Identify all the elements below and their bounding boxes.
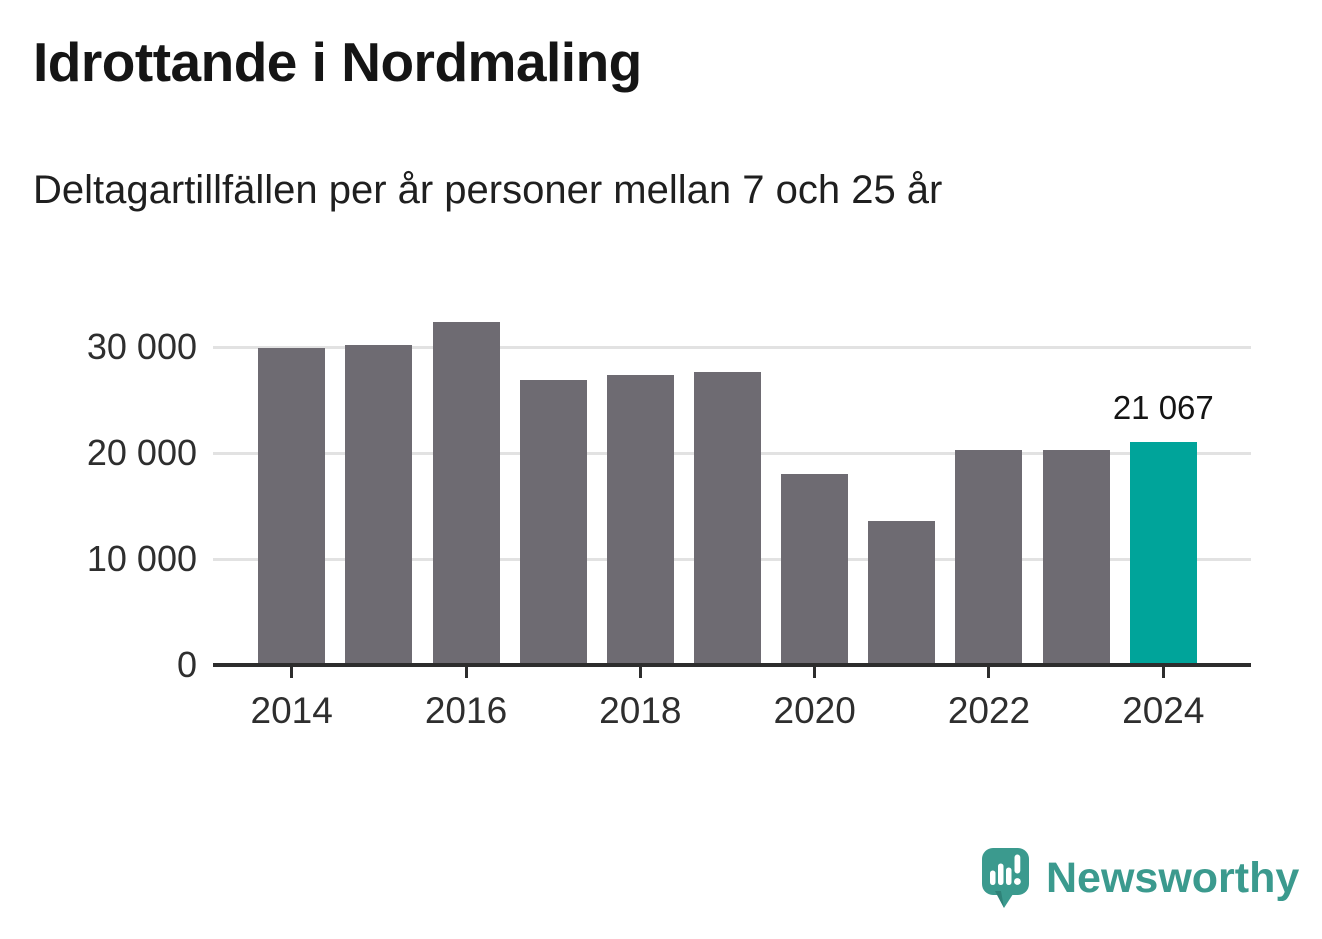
x-axis-label-2020: 2020: [773, 690, 856, 731]
logo-bar-1: [990, 870, 996, 885]
x-tick-2020: [813, 667, 817, 678]
bar-2020: [781, 474, 849, 665]
logo-bar-2: [998, 863, 1004, 885]
x-axis-label-2018: 2018: [599, 690, 682, 731]
gridline-30000: [213, 345, 1251, 349]
y-axis-label-20000: 20 000: [86, 432, 197, 473]
bar-2017: [519, 379, 587, 665]
y-axis-label-10000: 10 000: [86, 538, 197, 579]
x-tick-2022: [987, 667, 991, 678]
bar-2021: [868, 520, 936, 665]
x-axis-line: [213, 663, 1251, 667]
bar-2015: [345, 344, 413, 665]
x-tick-2018: [638, 667, 642, 678]
x-axis-label-2024: 2024: [1122, 690, 1205, 731]
x-tick-2024: [1161, 667, 1165, 678]
x-axis-label-2022: 2022: [947, 690, 1031, 731]
bar-2023: [1042, 450, 1110, 665]
x-tick-2016: [464, 667, 468, 678]
newsworthy-brand: Newsworthy: [981, 846, 1299, 910]
bar-2022: [955, 450, 1023, 665]
x-axis-label-2016: 2016: [424, 690, 508, 731]
logo-exclamation-stem: [1014, 854, 1021, 874]
logo-exclamation-dot: [1014, 878, 1021, 885]
logo-bar-3: [1006, 867, 1012, 885]
newsworthy-logo-icon: [982, 848, 1029, 908]
bar-2018: [606, 374, 674, 665]
bar-2019: [694, 372, 761, 665]
y-axis-label-30000: 30 000: [86, 326, 197, 367]
speech-bubble-tail-shadow: [995, 891, 1004, 908]
highlight-value-label: 21 067: [1112, 388, 1214, 426]
chart-title: Idrottande i Nordmaling: [33, 31, 642, 93]
bar-2014: [258, 348, 326, 665]
bar-2016: [432, 321, 500, 665]
x-axis-label-2014: 2014: [250, 690, 333, 731]
brand-name: Newsworthy: [1046, 853, 1300, 902]
y-axis-label-0: 0: [176, 644, 197, 685]
x-tick-2014: [290, 667, 294, 678]
chart-subtitle: Deltagartillfällen per år personer mella…: [33, 168, 943, 212]
bar-2024: [1129, 441, 1197, 665]
